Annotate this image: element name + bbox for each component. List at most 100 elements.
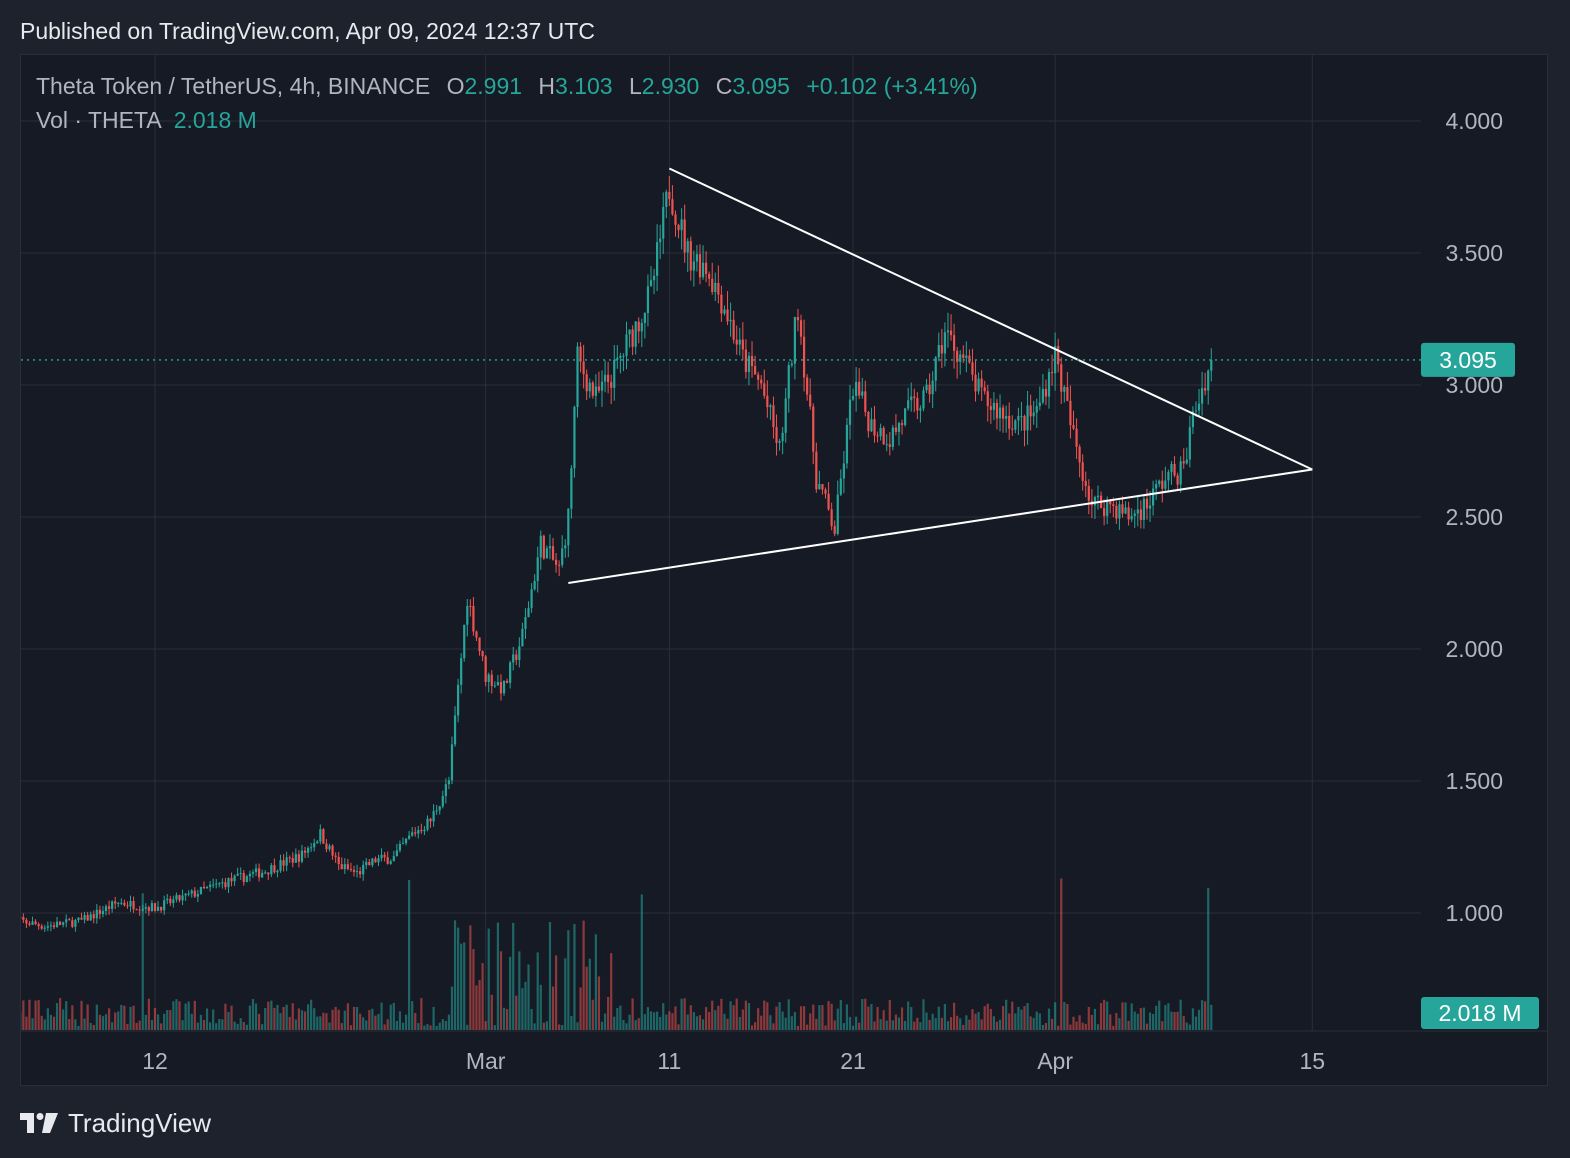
volume-bar [809, 1013, 812, 1030]
volume-bar [1035, 1011, 1038, 1030]
candle-body [1032, 412, 1035, 417]
candle-body [536, 557, 539, 582]
volume-bar [306, 1004, 310, 1030]
volume-bar [735, 998, 738, 1030]
candle-body [833, 526, 836, 534]
x-tick-label: 15 [1300, 1048, 1326, 1074]
candle-body [1063, 387, 1066, 392]
volume-bar [438, 1022, 441, 1030]
volume-bar [818, 1005, 821, 1030]
candle-body [435, 810, 438, 812]
candle-body [790, 363, 793, 366]
volume-bar [986, 1003, 989, 1030]
candle-body [117, 902, 120, 904]
candle-body [1164, 480, 1167, 489]
candle-body [463, 624, 466, 659]
volume-bar [900, 1007, 904, 1030]
volume-bar [126, 1023, 129, 1030]
volume-bar [518, 951, 521, 1030]
volume-bar [273, 1008, 276, 1030]
candle-body [313, 843, 316, 848]
candle-body [150, 903, 154, 912]
candle-body [943, 332, 947, 354]
candle-body [680, 219, 683, 231]
volume-bar [270, 1000, 273, 1030]
volume-bar [322, 1012, 325, 1030]
volume-bar [867, 1006, 870, 1030]
candle-body [747, 355, 751, 372]
candle-body [827, 493, 830, 510]
volume-bar [1069, 1024, 1072, 1030]
candle-body [1115, 505, 1118, 519]
candle-body [649, 280, 653, 287]
candle-body [227, 878, 230, 888]
volume-bar [652, 1012, 656, 1030]
candle-body [334, 855, 337, 857]
candle-body [674, 214, 677, 225]
volume-bar [613, 1016, 616, 1030]
candle-body [1106, 499, 1109, 516]
volume-bar [227, 1011, 230, 1030]
candle-body [343, 864, 346, 870]
candle-body [65, 919, 68, 923]
volume-legend[interactable]: Vol · THETA 2.018 M [36, 107, 257, 134]
candle-body [845, 424, 849, 464]
volume-bar [215, 1023, 218, 1030]
y-tick-label: 2.500 [1445, 504, 1503, 530]
last-price-label: 3.095 [1439, 347, 1497, 373]
volume-bar [230, 1005, 233, 1030]
volume-bar [698, 1015, 702, 1030]
candle-body [867, 411, 870, 432]
candle-body [196, 893, 199, 897]
candle-body [879, 427, 882, 437]
volume-bar [377, 1013, 380, 1030]
volume-bar [160, 1023, 163, 1030]
grid [21, 55, 1421, 1031]
candle-body [261, 872, 264, 878]
volume-bar [233, 1021, 236, 1030]
candle-body [1035, 406, 1038, 413]
candle-body [861, 391, 864, 396]
volume-bar [98, 1014, 101, 1030]
candle-body [205, 886, 209, 889]
candle-body [1121, 504, 1124, 514]
candle-body [156, 906, 160, 911]
trendlines[interactable] [568, 167, 1313, 584]
volume-bar [882, 1010, 885, 1030]
candle-body [233, 875, 236, 882]
volume-bar [138, 1020, 141, 1030]
volume-bar [181, 1020, 184, 1030]
symbol-legend[interactable]: Theta Token / TetherUS, 4h, BINANCE O2.9… [36, 73, 978, 100]
open-label: O [446, 73, 465, 99]
candle-body [677, 224, 680, 231]
volume-bar [885, 1020, 888, 1030]
candle-body [646, 286, 650, 314]
volume-bar [628, 1014, 631, 1030]
volume-bar [1044, 1022, 1048, 1030]
volume-bar [646, 1007, 650, 1030]
volume-bar [1130, 1003, 1133, 1030]
candle-body [28, 923, 31, 925]
volume-bar [600, 1021, 604, 1030]
volume-bar [46, 1008, 49, 1030]
candle-body [897, 423, 901, 432]
volume-bar [971, 1009, 974, 1030]
candle-body [634, 321, 637, 347]
candle-body [163, 900, 166, 911]
volume-bar [77, 1025, 80, 1030]
volume-bar [949, 1017, 953, 1030]
candle-body [294, 854, 297, 863]
chart-pane[interactable]: 4.000 3.500 3.000 2.500 2.000 1.500 1.000 12 Mar… [20, 54, 1548, 1086]
volume-bar [763, 1000, 766, 1030]
volume-bar [925, 1012, 928, 1030]
candle-body [585, 374, 588, 392]
change-value: +0.102 (+3.41%) [806, 73, 978, 99]
volume-bar [873, 1021, 876, 1030]
volume-bar [625, 1023, 628, 1030]
volume-bar [848, 1016, 852, 1030]
candle-body [404, 838, 408, 844]
volume-bar [499, 951, 503, 1030]
candle-body [738, 339, 741, 345]
candle-body [616, 357, 619, 360]
